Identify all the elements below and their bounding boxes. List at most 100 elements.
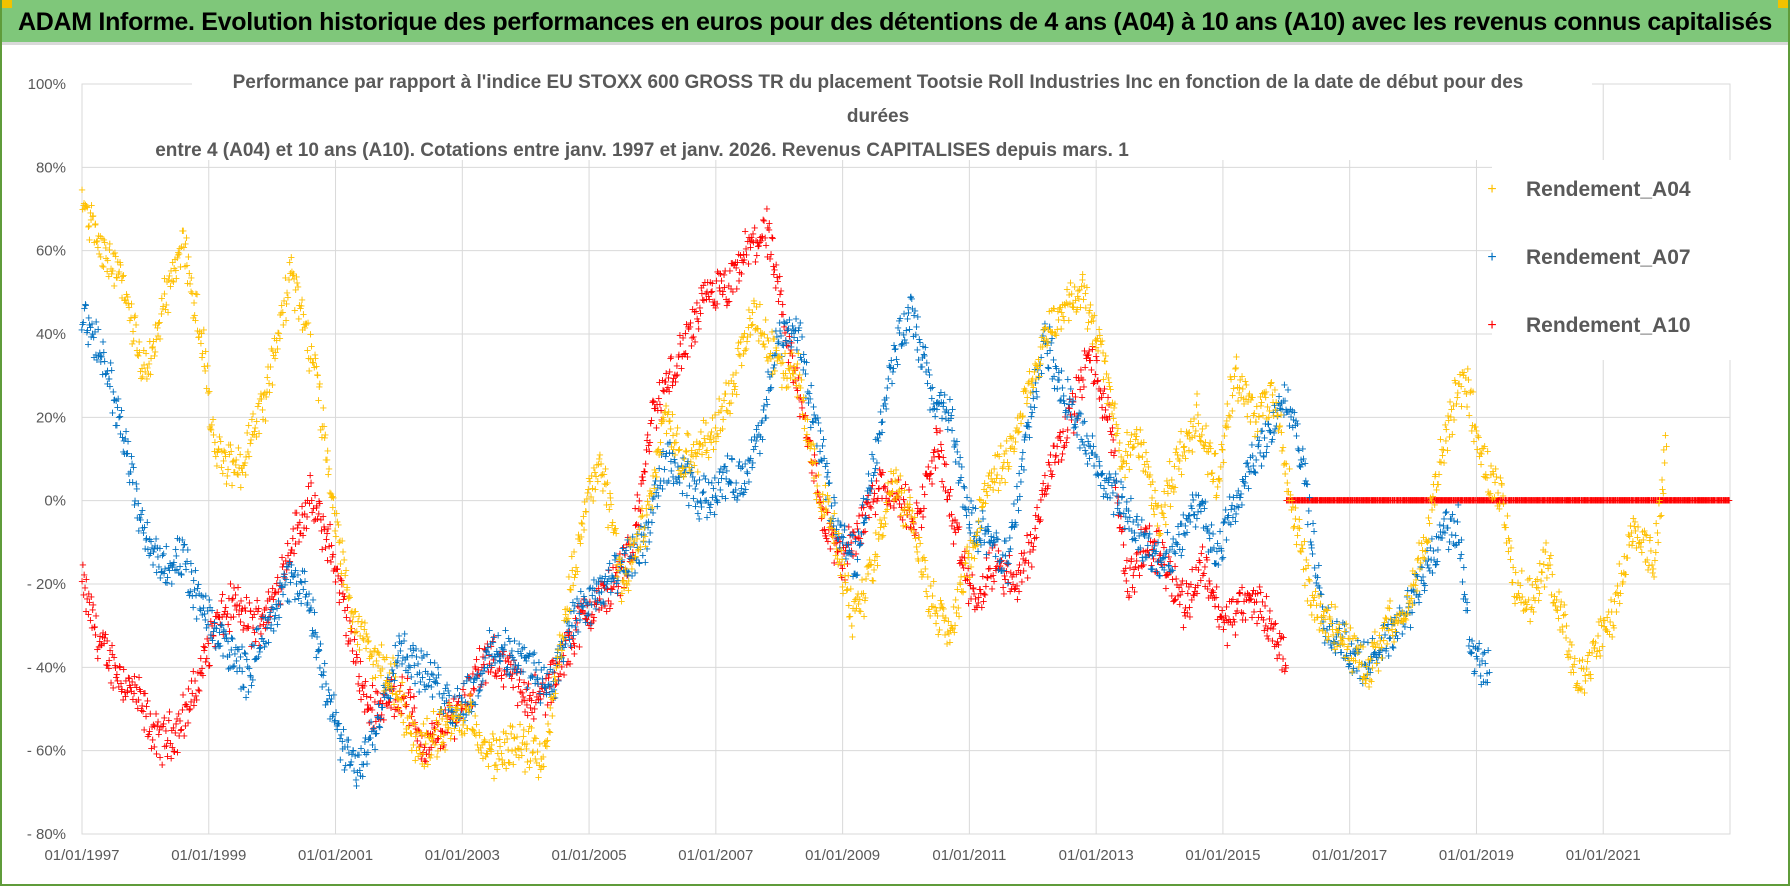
- data-point: +: [151, 719, 159, 734]
- data-point: +: [759, 431, 767, 446]
- data-point: +: [91, 620, 99, 635]
- data-point: +: [156, 331, 164, 346]
- data-point: +: [217, 616, 225, 631]
- data-point: +: [269, 581, 277, 596]
- data-point: +: [269, 377, 277, 392]
- data-point: +: [122, 688, 130, 703]
- data-point: +: [862, 511, 870, 526]
- data-point: +: [335, 517, 343, 532]
- data-point: +: [129, 692, 137, 707]
- data-point: +: [270, 592, 278, 607]
- data-point: +: [166, 704, 174, 719]
- data-point: +: [251, 624, 259, 639]
- data-point: +: [894, 357, 902, 372]
- data-point: +: [691, 334, 699, 349]
- data-point: +: [118, 684, 126, 699]
- data-point: +: [197, 666, 205, 681]
- data-point: +: [346, 590, 354, 605]
- data-point: +: [120, 661, 128, 676]
- data-point: +: [140, 685, 148, 700]
- data-point: +: [198, 660, 206, 675]
- data-point: +: [694, 464, 702, 479]
- data-point: +: [195, 682, 203, 697]
- data-point: +: [185, 681, 193, 696]
- data-point: +: [922, 340, 930, 355]
- data-point: +: [97, 637, 105, 652]
- data-point: +: [147, 706, 155, 721]
- data-point: +: [133, 680, 141, 695]
- data-point: +: [177, 723, 185, 738]
- data-point: +: [100, 635, 108, 650]
- data-point: +: [205, 658, 213, 673]
- data-point: +: [262, 413, 270, 428]
- data-point: +: [133, 481, 141, 496]
- data-point: +: [281, 570, 289, 585]
- data-point: +: [183, 699, 191, 714]
- data-point: +: [167, 736, 175, 751]
- data-point: +: [139, 704, 147, 719]
- data-point: +: [185, 249, 193, 264]
- data-point: +: [149, 732, 157, 747]
- data-point: +: [188, 270, 196, 285]
- data-point: +: [88, 620, 96, 635]
- data-point: +: [137, 684, 145, 699]
- plot-area: [2, 46, 1788, 884]
- data-point: +: [722, 491, 730, 506]
- data-point: +: [135, 670, 143, 685]
- data-point: +: [196, 683, 204, 698]
- data-point: +: [259, 607, 267, 622]
- data-point: +: [820, 432, 828, 447]
- data-point: +: [91, 619, 99, 634]
- data-point: +: [330, 687, 338, 702]
- gridlines: [81, 83, 1731, 835]
- data-point: +: [258, 609, 266, 624]
- data-point: +: [225, 590, 233, 605]
- data-point: +: [126, 678, 134, 693]
- data-point: +: [134, 701, 142, 716]
- data-point: +: [89, 597, 97, 612]
- data-point: +: [272, 585, 280, 600]
- data-point: +: [267, 609, 275, 624]
- data-point: +: [170, 743, 178, 758]
- data-point: +: [240, 618, 248, 633]
- data-point: +: [256, 618, 264, 633]
- data-point: +: [250, 606, 258, 621]
- data-point: +: [154, 718, 162, 733]
- data-point: +: [205, 635, 213, 650]
- data-point: +: [184, 542, 192, 557]
- data-point: +: [807, 378, 815, 393]
- data-point: +: [206, 657, 214, 672]
- data-point: +: [642, 554, 650, 569]
- data-point: +: [1202, 494, 1210, 509]
- data-point: +: [122, 673, 130, 688]
- data-point: +: [265, 584, 273, 599]
- data-point: +: [612, 526, 620, 541]
- data-point: +: [275, 597, 283, 612]
- data-point: +: [193, 287, 201, 302]
- data-point: +: [135, 692, 143, 707]
- data-point: +: [128, 684, 136, 699]
- data-point: +: [190, 664, 198, 679]
- data-point: +: [254, 604, 262, 619]
- data-point: +: [154, 714, 162, 729]
- data-point: +: [928, 476, 936, 491]
- data-point: +: [271, 584, 279, 599]
- data-point: +: [232, 587, 240, 602]
- data-point: +: [763, 201, 771, 216]
- data-point: +: [1120, 537, 1128, 552]
- data-point: +: [674, 420, 682, 435]
- data-point: +: [239, 622, 247, 637]
- data-point: +: [108, 362, 116, 377]
- data-point: +: [284, 536, 292, 551]
- data-point: +: [566, 603, 574, 618]
- data-point: +: [330, 490, 338, 505]
- data-point: +: [276, 331, 284, 346]
- data-point: +: [82, 603, 90, 618]
- data-point: +: [159, 719, 167, 734]
- data-point: +: [271, 586, 279, 601]
- data-point: +: [322, 427, 330, 442]
- data-point: +: [158, 757, 166, 772]
- data-point: +: [164, 732, 172, 747]
- data-point: +: [219, 586, 227, 601]
- data-point: +: [200, 642, 208, 657]
